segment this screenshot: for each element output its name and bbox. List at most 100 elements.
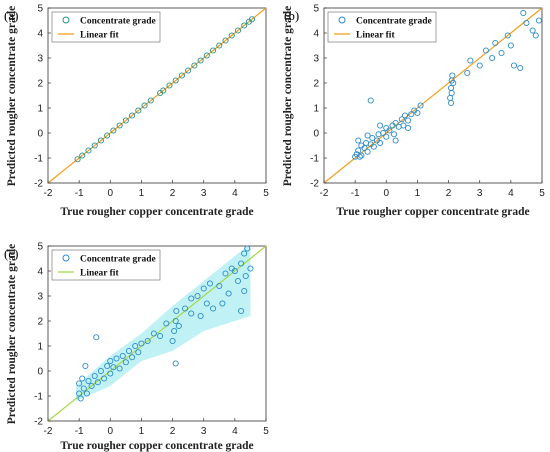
panel-a-ytick-label: 3 [37, 54, 43, 65]
panel-c-point [93, 334, 100, 341]
panel-b-point [417, 102, 424, 109]
panel-b-ytick-label: 3 [313, 54, 319, 65]
panel-c-point [101, 375, 108, 382]
panel-b-point [523, 19, 530, 27]
panel-b-ytick-label: 1 [313, 104, 319, 115]
panel-b-point [464, 69, 471, 77]
panel-a-point [79, 152, 86, 159]
panel-b-legend-fit: Linear fit [356, 31, 395, 41]
panel-a-point [85, 147, 92, 154]
panel-b-point [383, 133, 390, 140]
panel-c-xtick-label: 0 [108, 426, 114, 437]
panel-b-ticks: -2 -1 0 1 2 3 4 5 -2 -1 0 1 2 3 4 5 [310, 4, 545, 200]
panel-b-ytick-label: 5 [313, 4, 319, 15]
panel-b-point [532, 32, 539, 39]
panel-c-point [219, 300, 226, 307]
panel-a-legend: Concentrate grade Linear fit [51, 11, 161, 43]
panel-c-point [77, 395, 84, 402]
panel-a: (a) -2 -1 0 1 2 3 4 5 -2 -1 0 1 2 3 4 5 True rougher co… [4, 4, 269, 219]
panel-a-point [178, 72, 185, 79]
panel-b-point [386, 127, 393, 134]
panel-b-point [392, 137, 399, 144]
panel-b-point [448, 99, 455, 107]
panel-c-ylabel: Predicted rougher concentrate grade [6, 244, 18, 424]
panel-a-xtick-label: 3 [201, 188, 207, 199]
panel-c-point [91, 372, 98, 380]
panel-b-xtick-label: 3 [477, 188, 483, 199]
panel-b-point [504, 32, 511, 39]
panel-c-point [83, 390, 90, 397]
panel-c-point [169, 337, 176, 345]
panel-a-point [110, 127, 117, 134]
panel-b-point [398, 116, 405, 123]
panel-c-point [116, 365, 123, 372]
panel-a-point [141, 102, 148, 109]
panel-b-legend-marker [338, 16, 346, 24]
panel-b-point [391, 131, 398, 138]
panel-c-xtick-label: -1 [75, 426, 84, 437]
panel-a-point [248, 16, 256, 23]
panel-a-point [91, 142, 98, 149]
panel-b-ytick-label: -1 [310, 154, 319, 165]
panel-c-point [203, 300, 210, 307]
panel-c-point [225, 290, 232, 297]
panel-a-point [185, 67, 192, 74]
panel-c-ytick-label: 2 [37, 317, 43, 328]
panel-b-point [392, 119, 399, 127]
panel-c-legend-fit: Linear fit [80, 269, 119, 279]
panel-c-point [113, 355, 120, 362]
panel-a-point [241, 22, 248, 29]
panel-a-ytick-label: -2 [34, 179, 43, 190]
panel-b-point [535, 17, 542, 24]
panel-a-xtick-label: 1 [139, 188, 145, 199]
panel-b-legend-box [327, 11, 437, 43]
panel-a-ytick-label: 5 [37, 4, 43, 15]
panel-c-point [138, 340, 145, 347]
panel-a-ytick-label: 1 [37, 104, 43, 115]
panel-c-point [94, 379, 101, 386]
panel-c-point [222, 270, 229, 277]
panel-c-point [173, 307, 180, 315]
panel-c-ytick-label: -1 [34, 392, 43, 403]
panel-c-ytick-label: 1 [37, 342, 43, 353]
panel-b-point [520, 9, 527, 17]
panel-a-point [97, 137, 104, 144]
panel-a-legend-box [51, 11, 161, 43]
panel-a-legend-marker [62, 16, 70, 24]
panel-b-point [367, 97, 374, 104]
panel-c-xtick-label: 1 [139, 426, 145, 437]
panel-c-point [132, 342, 139, 350]
panel-c-point [76, 380, 83, 387]
panel-b-point [380, 129, 387, 137]
panel-c: (c) -2 -1 0 1 2 3 4 5 -2 -1 0 1 2 3 4 5 True rougher co… [4, 242, 269, 452]
panel-c-ytick-label: 4 [37, 267, 43, 278]
panel-c-point [119, 352, 126, 360]
panel-a-point [191, 62, 198, 69]
panel-c-point [157, 332, 164, 340]
panel-c-point [163, 320, 170, 327]
panel-a-ytick-label: 4 [37, 29, 43, 40]
panel-a-point [160, 87, 167, 94]
panel-b-point [476, 62, 483, 69]
panel-c-point [80, 385, 87, 392]
panel-b: (b) -2 -1 0 1 2 3 4 5 -2 -1 0 1 2 3 4 5 True rougher co… [282, 4, 545, 219]
panel-c-legend-marker [62, 254, 70, 262]
panel-c-xtick-label: -2 [44, 426, 53, 437]
panel-c-legend-box [51, 249, 161, 281]
panel-c-point [79, 375, 86, 382]
panel-b-point [414, 109, 421, 117]
panel-a-xtick-label: 4 [232, 188, 238, 199]
panel-a-point [203, 52, 210, 59]
panel-b-point [369, 134, 376, 142]
panel-b-ytick-label: 4 [313, 29, 319, 40]
panel-b-xlabel: True rougher copper concentrate grade [336, 206, 529, 218]
panel-b-point [355, 137, 362, 144]
panel-c-ytick-label: 3 [37, 292, 43, 303]
panel-b-point [377, 139, 384, 147]
panel-c-point [97, 367, 104, 375]
panel-c-point [107, 357, 114, 365]
panel-c-xlabel: True rougher copper concentrate grade [60, 440, 253, 452]
panel-c-point [244, 245, 251, 252]
panel-a-point [129, 112, 136, 119]
